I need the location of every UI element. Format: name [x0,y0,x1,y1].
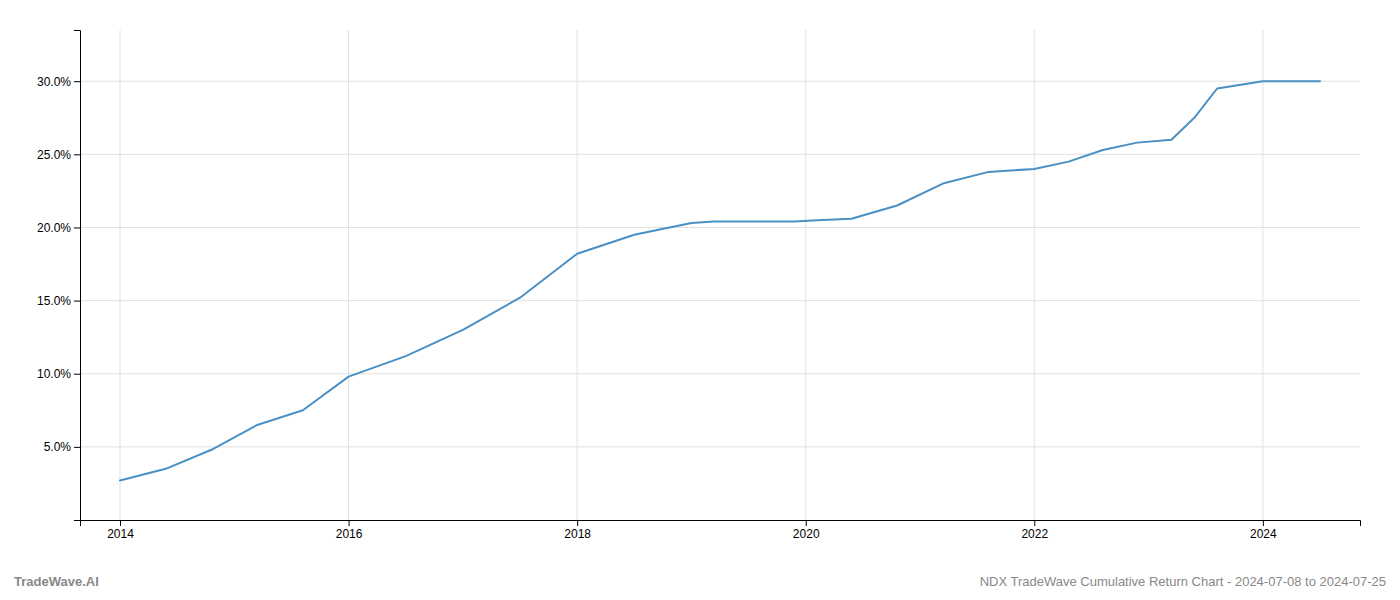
grid-line-x [1262,30,1263,520]
tick-label: 2022 [1021,527,1048,541]
tick-label: 30.0% [37,75,71,89]
tick-mark [74,227,80,228]
line [120,81,1320,480]
chart: 2014 2016 2018 2020 2022 2024 5.0% 10.0% 15.0% 20… [0,0,1400,600]
axis-line [74,31,81,521]
footer-left: TradeWave.AI [14,574,99,589]
tick: 2022 [1021,520,1048,541]
grid-line-y [80,300,1360,301]
tick-label: 25.0% [37,148,71,162]
tick-mark [806,520,807,526]
tick: 2024 [1250,520,1277,541]
tick-mark [349,520,350,526]
footer-right: NDX TradeWave Cumulative Return Chart - … [980,574,1386,589]
tick: 10.0% [37,367,80,381]
y-axis: 5.0% 10.0% 15.0% 20.0% 25.0% 30.0% [37,31,81,521]
tick-mark [74,301,80,302]
tick-label: 5.0% [44,440,72,454]
tick: 2018 [564,520,591,541]
grid-line-x [1034,30,1035,520]
tick-label: 15.0% [37,294,71,308]
tick-label: 10.0% [37,367,71,381]
tick: 2020 [793,520,820,541]
tick: 2014 [107,520,134,541]
grid-line-x [805,30,806,520]
tick-mark [1034,520,1035,526]
grid-line-x [348,30,349,520]
grid-line-y [80,154,1360,155]
tick-label: 2018 [564,527,591,541]
axis-line [81,521,1361,527]
tick-label: 2014 [107,527,134,541]
plot-area: 2014 2016 2018 2020 2022 2024 5.0% 10.0% 15.0% 20… [37,30,1361,541]
grid-line-y [80,373,1360,374]
tick-mark [120,520,121,526]
tick-mark [577,520,578,526]
tick-label: 2024 [1250,527,1277,541]
tick-mark [74,154,80,155]
grid-line-y [80,81,1360,82]
tick-mark [74,81,80,82]
grid-line-y [80,227,1360,228]
tick-mark [1263,520,1264,526]
tick-label: 20.0% [37,221,71,235]
tick-label: 2016 [336,527,363,541]
grid [80,30,1360,520]
tick-mark [74,447,80,448]
grid-line-x [120,30,121,520]
tick: 15.0% [37,294,80,308]
tick: 5.0% [44,440,80,454]
tick-label: 2020 [793,527,820,541]
x-axis: 2014 2016 2018 2020 2022 2024 [81,520,1361,541]
tick-mark [74,374,80,375]
tick: 2016 [336,520,363,541]
grid-line-y [80,446,1360,447]
tick: 25.0% [37,148,80,162]
tick: 30.0% [37,75,80,89]
marks [120,81,1320,480]
tick: 20.0% [37,221,80,235]
grid-line-x [577,30,578,520]
